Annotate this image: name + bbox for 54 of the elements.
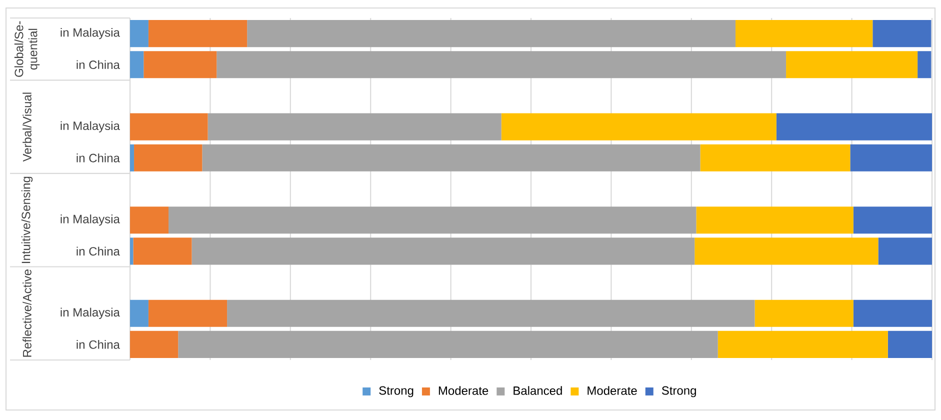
bar: [202, 144, 700, 172]
bar: [130, 51, 144, 78]
bar: [918, 51, 932, 78]
bar: [144, 51, 217, 78]
y-tick-label: in China: [76, 340, 120, 349]
bar: [148, 300, 228, 327]
text: Verbal/Visual: [22, 92, 32, 162]
bar: [130, 238, 134, 265]
bar: [130, 300, 148, 327]
text: Intuitive/Sensing: [21, 176, 33, 263]
bar: [736, 20, 873, 48]
legend-label: Strong: [662, 386, 696, 398]
y-tick-label: in China: [76, 246, 120, 256]
bar: [130, 330, 178, 358]
y-tick-label: in Malaysia: [60, 28, 120, 40]
bar: [130, 206, 169, 234]
bar: [501, 113, 776, 140]
y-tick-label: in Malaysia: [60, 214, 120, 226]
y-tick-label: in China: [76, 60, 120, 70]
bar: [130, 113, 208, 140]
legend-label: Strong: [379, 386, 414, 398]
bar: [192, 238, 695, 265]
bar: [216, 51, 786, 78]
y-tick-label: in China: [76, 154, 120, 162]
y-tick-label: in Malaysia: [60, 308, 120, 319]
y-tick-label: in Malaysia: [60, 121, 120, 132]
legend-label: Balanced: [514, 386, 562, 395]
text: Reflective/Active: [22, 270, 32, 357]
bar: [700, 144, 850, 172]
bar: [878, 238, 932, 265]
bar: [853, 300, 932, 327]
bar: [696, 206, 854, 234]
bar: [247, 20, 736, 48]
bar: [130, 144, 134, 172]
bar: [208, 113, 502, 140]
text: Global/Se-quential: [14, 21, 40, 77]
bar: [694, 238, 878, 265]
bar: [134, 144, 202, 172]
bar: [850, 144, 932, 172]
bar: [888, 330, 932, 358]
bar: [754, 300, 854, 327]
bar: [853, 206, 932, 234]
bar: [133, 238, 192, 265]
bar: [786, 51, 918, 78]
bar: [178, 330, 718, 358]
bar: [168, 206, 696, 234]
legend-label: Moderate: [588, 386, 637, 395]
bar: [872, 20, 932, 48]
bar: [776, 113, 932, 140]
bar: [227, 300, 755, 327]
bar: [718, 330, 888, 358]
bar: [130, 20, 148, 48]
legend-label: Moderate: [438, 386, 488, 395]
bar: [148, 20, 248, 48]
